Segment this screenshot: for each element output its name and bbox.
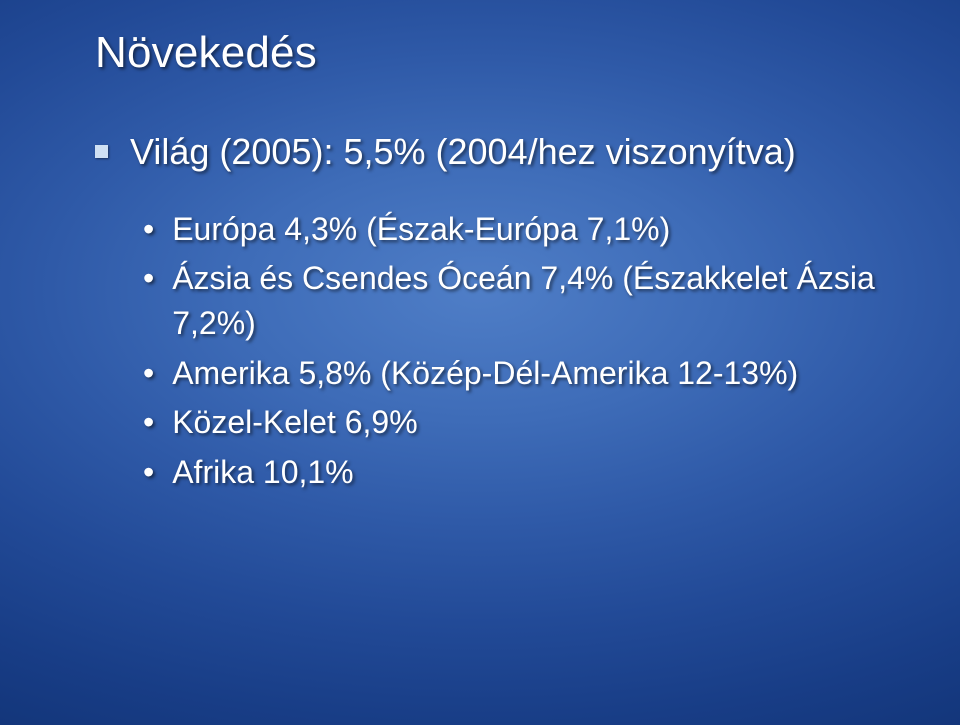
bullet-dot-icon: •: [143, 262, 154, 294]
bullet-dot-icon: •: [143, 357, 154, 389]
sub-bullet-list: • Európa 4,3% (Észak-Európa 7,1%) • Ázsi…: [143, 207, 910, 496]
top-bullet-text: Világ (2005): 5,5% (2004/hez viszonyítva…: [130, 128, 796, 177]
bullet-dot-icon: •: [143, 456, 154, 488]
list-item: • Afrika 10,1%: [143, 450, 910, 495]
slide-title: Növekedés: [95, 28, 910, 78]
list-item-text: Európa 4,3% (Észak-Európa 7,1%): [172, 207, 670, 252]
top-bullet: Világ (2005): 5,5% (2004/hez viszonyítva…: [95, 128, 910, 177]
list-item: • Ázsia és Csendes Óceán 7,4% (Északkele…: [143, 256, 910, 347]
square-bullet-icon: [95, 145, 108, 158]
list-item-text: Afrika 10,1%: [172, 450, 353, 495]
list-item: • Európa 4,3% (Észak-Európa 7,1%): [143, 207, 910, 252]
list-item-text: Amerika 5,8% (Közép-Dél-Amerika 12-13%): [172, 351, 798, 396]
list-item: • Amerika 5,8% (Közép-Dél-Amerika 12-13%…: [143, 351, 910, 396]
bullet-dot-icon: •: [143, 406, 154, 438]
slide: Növekedés Világ (2005): 5,5% (2004/hez v…: [0, 0, 960, 725]
bullet-dot-icon: •: [143, 213, 154, 245]
list-item-text: Ázsia és Csendes Óceán 7,4% (Északkelet …: [172, 256, 910, 347]
list-item: • Közel-Kelet 6,9%: [143, 400, 910, 445]
list-item-text: Közel-Kelet 6,9%: [172, 400, 417, 445]
